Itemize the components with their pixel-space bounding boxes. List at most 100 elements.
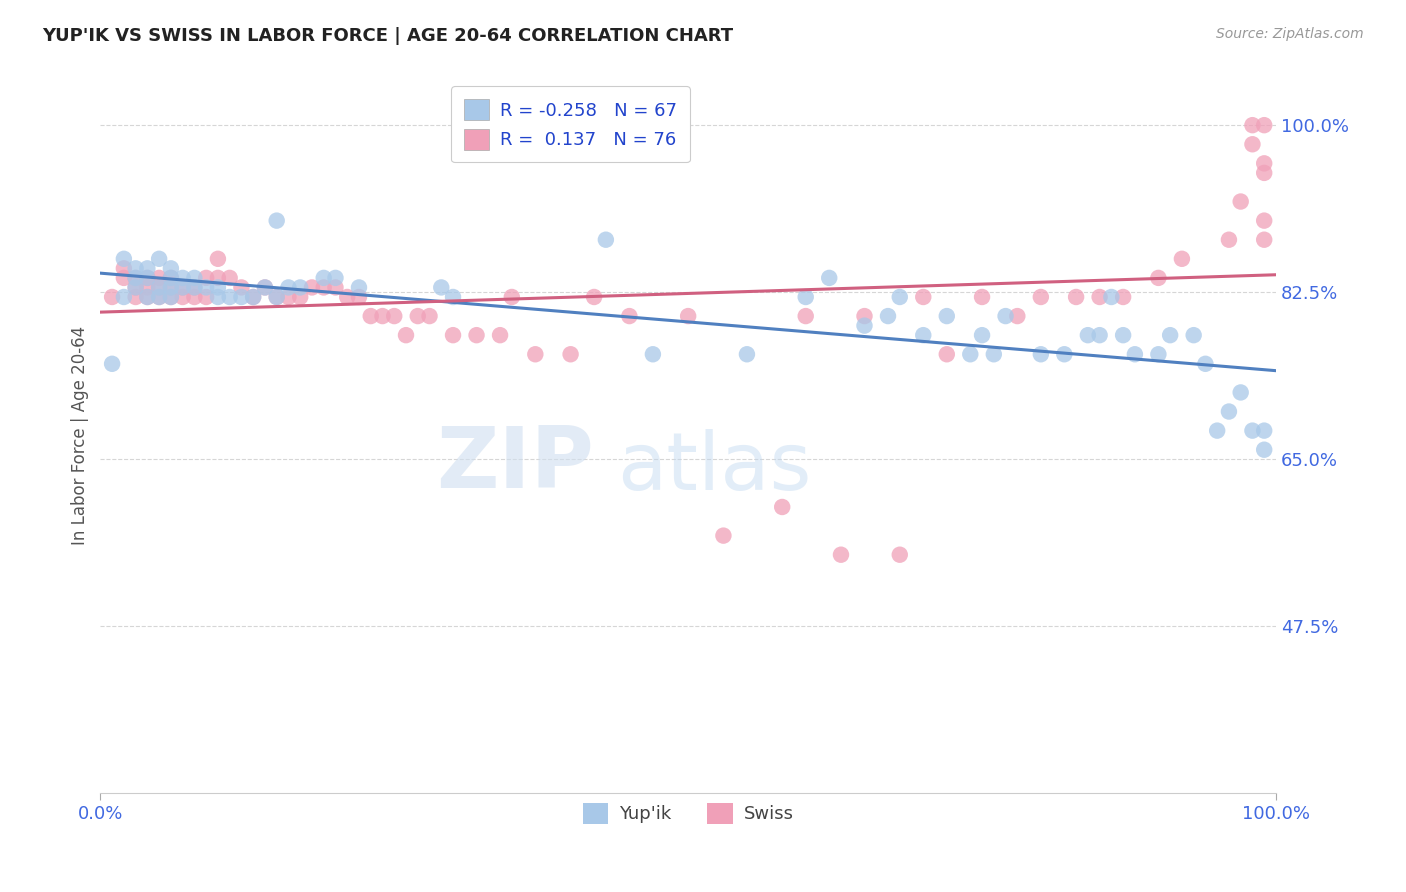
Point xyxy=(1053,347,1076,361)
Point xyxy=(253,280,276,294)
Point xyxy=(524,347,547,361)
Point xyxy=(172,271,194,285)
Point xyxy=(1241,137,1264,152)
Point xyxy=(112,261,135,276)
Point xyxy=(1229,385,1251,400)
Point xyxy=(1029,290,1052,304)
Point xyxy=(794,290,817,304)
Point xyxy=(160,280,183,294)
Point xyxy=(1206,424,1229,438)
Point xyxy=(395,328,418,343)
Point xyxy=(889,548,911,562)
Point xyxy=(501,290,523,304)
Point xyxy=(889,290,911,304)
Point xyxy=(360,309,382,323)
Point xyxy=(160,290,183,304)
Point xyxy=(371,309,394,323)
Point xyxy=(1253,156,1275,170)
Point xyxy=(1253,118,1275,132)
Point xyxy=(136,290,159,304)
Point xyxy=(983,347,1005,361)
Point xyxy=(418,309,440,323)
Point xyxy=(347,280,370,294)
Y-axis label: In Labor Force | Age 20-64: In Labor Force | Age 20-64 xyxy=(72,326,89,545)
Point xyxy=(1241,118,1264,132)
Text: atlas: atlas xyxy=(617,429,813,507)
Point xyxy=(970,290,993,304)
Point xyxy=(1112,328,1135,343)
Point xyxy=(124,271,146,285)
Point xyxy=(266,290,288,304)
Point xyxy=(560,347,582,361)
Point xyxy=(713,528,735,542)
Point xyxy=(1241,424,1264,438)
Point xyxy=(124,280,146,294)
Point xyxy=(172,290,194,304)
Point xyxy=(935,309,957,323)
Point xyxy=(1147,347,1170,361)
Point xyxy=(160,290,183,304)
Point xyxy=(101,290,124,304)
Point xyxy=(1123,347,1146,361)
Point xyxy=(1229,194,1251,209)
Point xyxy=(148,290,170,304)
Point xyxy=(290,290,312,304)
Point xyxy=(441,328,464,343)
Point xyxy=(1088,290,1111,304)
Point xyxy=(207,252,229,266)
Point xyxy=(1064,290,1087,304)
Point xyxy=(1253,442,1275,457)
Point xyxy=(242,290,264,304)
Point xyxy=(959,347,981,361)
Point xyxy=(595,233,617,247)
Point xyxy=(290,280,312,294)
Point xyxy=(465,328,488,343)
Point xyxy=(124,290,146,304)
Point xyxy=(853,309,876,323)
Text: YUP'IK VS SWISS IN LABOR FORCE | AGE 20-64 CORRELATION CHART: YUP'IK VS SWISS IN LABOR FORCE | AGE 20-… xyxy=(42,27,734,45)
Point xyxy=(770,500,793,514)
Point xyxy=(877,309,900,323)
Point xyxy=(1253,166,1275,180)
Point xyxy=(207,290,229,304)
Point xyxy=(112,290,135,304)
Point xyxy=(830,548,852,562)
Point xyxy=(1194,357,1216,371)
Point xyxy=(382,309,405,323)
Point xyxy=(441,290,464,304)
Point xyxy=(794,309,817,323)
Point xyxy=(935,347,957,361)
Point xyxy=(1077,328,1099,343)
Point xyxy=(136,271,159,285)
Point xyxy=(231,290,253,304)
Point xyxy=(301,280,323,294)
Point xyxy=(136,261,159,276)
Point xyxy=(406,309,429,323)
Point xyxy=(112,252,135,266)
Point xyxy=(583,290,606,304)
Point xyxy=(641,347,664,361)
Point xyxy=(242,290,264,304)
Point xyxy=(912,290,935,304)
Point xyxy=(312,280,335,294)
Point xyxy=(124,261,146,276)
Point xyxy=(1171,252,1194,266)
Point xyxy=(266,213,288,227)
Point xyxy=(1147,271,1170,285)
Point xyxy=(183,271,205,285)
Point xyxy=(183,290,205,304)
Point xyxy=(1182,328,1205,343)
Point xyxy=(124,271,146,285)
Point xyxy=(160,280,183,294)
Point xyxy=(160,271,183,285)
Point xyxy=(735,347,758,361)
Point xyxy=(676,309,699,323)
Text: Source: ZipAtlas.com: Source: ZipAtlas.com xyxy=(1216,27,1364,41)
Point xyxy=(253,280,276,294)
Point xyxy=(1007,309,1029,323)
Point xyxy=(183,280,205,294)
Point xyxy=(970,328,993,343)
Point xyxy=(148,271,170,285)
Point xyxy=(136,290,159,304)
Point xyxy=(430,280,453,294)
